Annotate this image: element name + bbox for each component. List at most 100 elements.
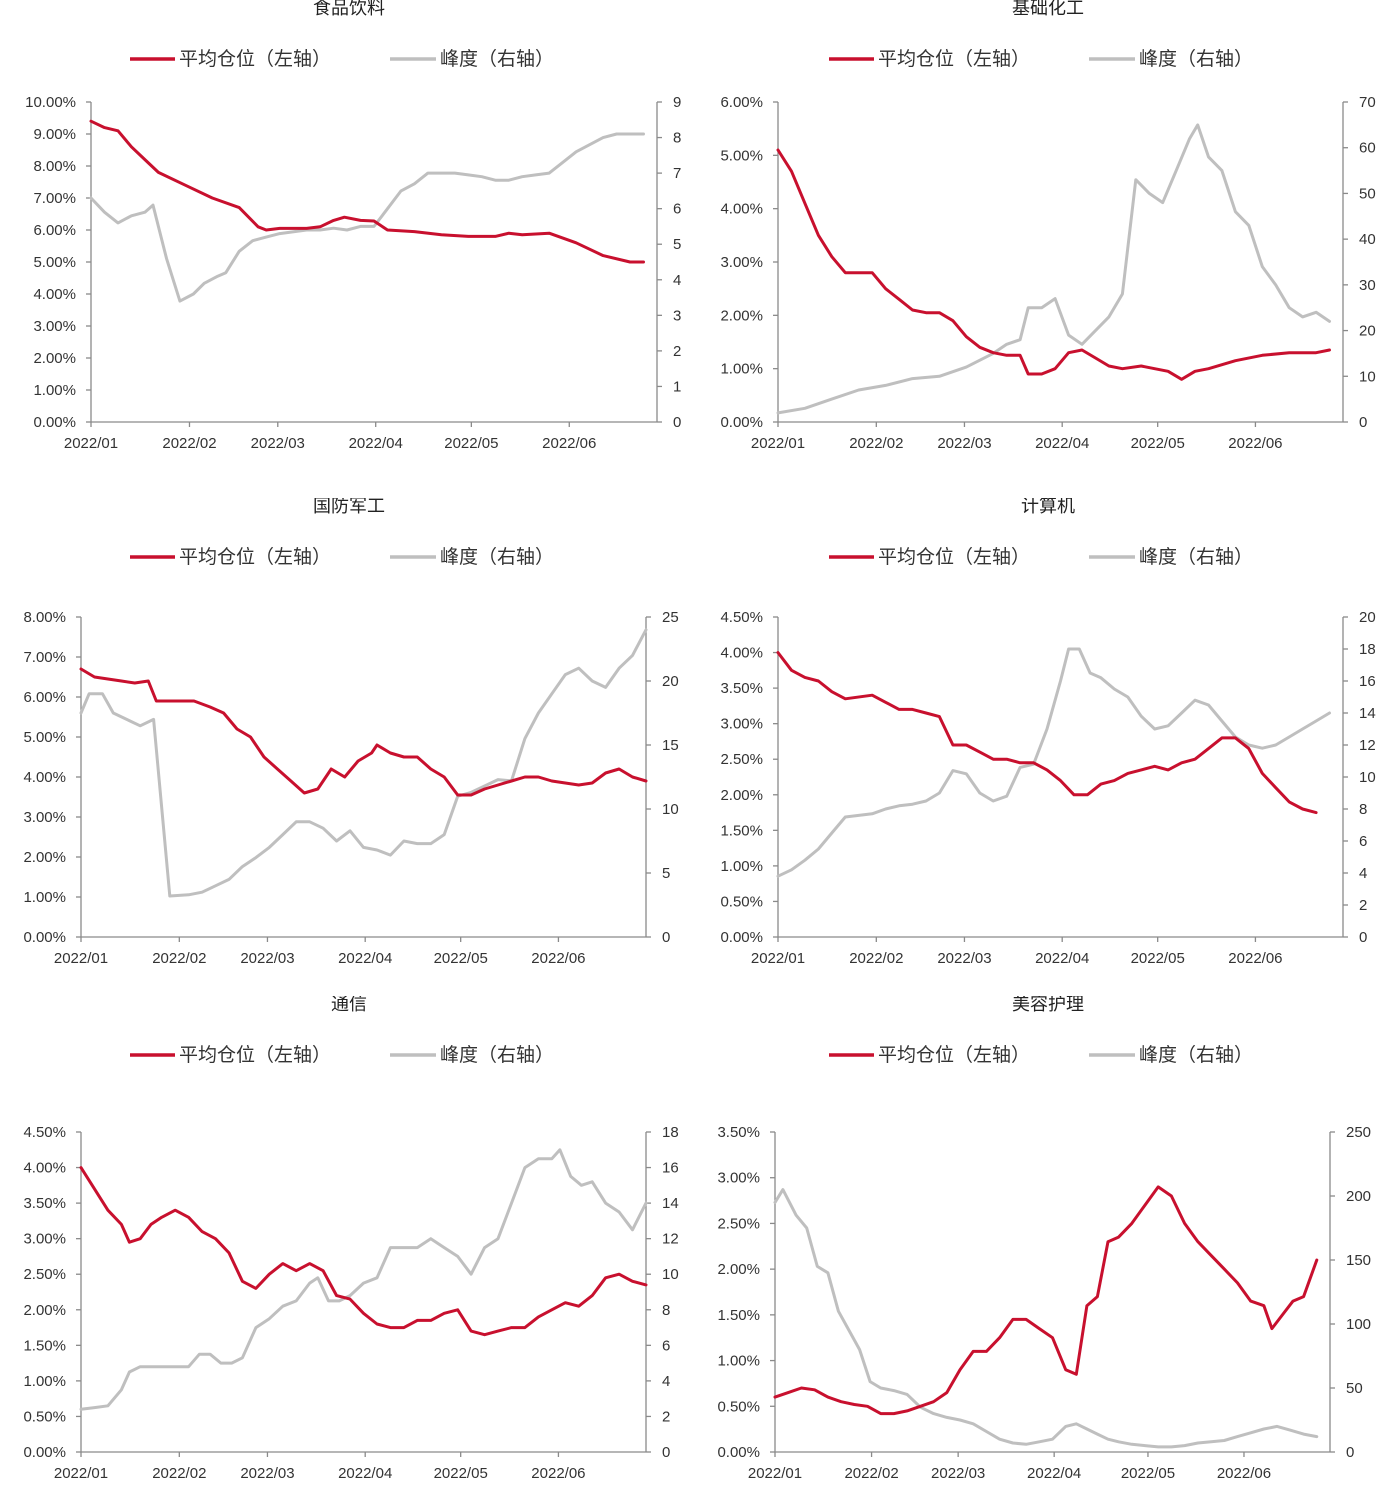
y-left-tick-label: 3.00% (720, 716, 763, 733)
chart-panel-telecom: 通信 平均仓位（左轴） 峰度（右轴） 0.00% 0.50% 1.00% 1.50% 2.00… (0, 996, 699, 1494)
y-left-tick-label: 0.00% (33, 414, 76, 431)
y-left-tick-label: 0.00% (720, 414, 763, 431)
y-right-tick-label: 0 (1359, 414, 1367, 431)
y-left-tick-label: 1.00% (33, 382, 76, 399)
chart-title: 基础化工 (1012, 0, 1084, 19)
x-tick-label: 2022/04 (1027, 1465, 1081, 1482)
y-left-tick-label: 4.00% (23, 1160, 66, 1177)
y-left-tick-label: 2.00% (33, 350, 76, 367)
chart-panel-beauty-care: 美容护理 平均仓位（左轴） 峰度（右轴） 0.00% 0.50% 1.00% 1.50% 2.… (699, 996, 1398, 1494)
y-right-tick-label: 8 (1359, 801, 1367, 818)
x-tick-label: 2022/01 (54, 950, 108, 967)
y-right-tick-label: 25 (662, 609, 679, 626)
legend-label-left: 平均仓位（左轴） (878, 48, 1030, 70)
y-left-tick-label: 0.00% (23, 929, 66, 946)
x-tick-label: 2022/05 (1121, 1465, 1175, 1482)
x-tick-label: 2022/05 (1131, 435, 1185, 452)
y-left-tick-label: 0.50% (23, 1408, 66, 1425)
y-right-tick-label: 18 (1359, 641, 1376, 658)
series-line-kurtosis (776, 647, 1331, 878)
legend-label-right: 峰度（右轴） (440, 1044, 554, 1066)
x-tick-label: 2022/02 (849, 950, 903, 967)
y-left-tick-label: 1.50% (23, 1337, 66, 1354)
x-tick-label: 2022/03 (240, 950, 294, 967)
y-right-tick-label: 20 (1359, 323, 1376, 340)
y-right-tick-label: 20 (1359, 609, 1376, 626)
y-right-tick-label: 4 (662, 1373, 670, 1390)
y-left-tick-label: 4.00% (720, 645, 763, 662)
x-tick-label: 2022/04 (1035, 950, 1089, 967)
x-tick-label: 2022/01 (751, 950, 805, 967)
chart-title: 国防军工 (313, 498, 385, 517)
y-left-tick-label: 5.00% (33, 254, 76, 271)
y-left-tick-label: 10.00% (25, 94, 76, 111)
y-left-tick-label: 3.00% (33, 318, 76, 335)
chart-title: 通信 (331, 996, 367, 1015)
legend-label-right: 峰度（右轴） (1139, 546, 1253, 568)
x-tick-label: 2022/02 (844, 1465, 898, 1482)
y-right-tick-label: 0 (662, 929, 670, 946)
x-tick-label: 2022/02 (162, 435, 216, 452)
chart-title: 食品饮料 (313, 0, 385, 19)
y-left-tick-label: 3.50% (720, 680, 763, 697)
y-right-tick-label: 2 (673, 343, 681, 360)
y-left-tick-label: 5.00% (720, 147, 763, 164)
y-right-tick-label: 15 (662, 737, 679, 754)
x-tick-label: 2022/03 (240, 1465, 294, 1482)
y-right-tick-label: 12 (1359, 737, 1376, 754)
chart-panel-basic-chemicals: 基础化工 平均仓位（左轴） 峰度（右轴） 0.00% 1.00% 2.00% 3.00% 4.… (699, 0, 1398, 498)
y-left-tick-label: 8.00% (23, 609, 66, 626)
y-left-tick-label: 1.50% (720, 822, 763, 839)
y-right-tick-label: 0 (1346, 1444, 1354, 1461)
y-left-tick-label: 4.00% (720, 201, 763, 218)
y-left-tick-label: 2.50% (23, 1266, 66, 1283)
y-left-tick-label: 2.00% (717, 1261, 760, 1278)
x-tick-label: 2022/05 (444, 435, 498, 452)
y-right-tick-label: 70 (1359, 94, 1376, 111)
y-right-tick-label: 50 (1359, 185, 1376, 202)
y-right-tick-label: 60 (1359, 140, 1376, 157)
y-left-tick-label: 7.00% (23, 649, 66, 666)
chart-panel-computers: 计算机 平均仓位（左轴） 峰度（右轴） 0.00% 0.50% 1.00% 1.50% 2.0… (699, 498, 1398, 996)
x-tick-label: 2022/04 (349, 435, 403, 452)
y-left-tick-label: 6.00% (23, 689, 66, 706)
y-left-tick-label: 3.00% (720, 254, 763, 271)
series-line-kurtosis (79, 628, 648, 898)
chart-title: 计算机 (1021, 498, 1075, 517)
series-line-average-position (776, 651, 1318, 815)
chart-panel-food-beverage: 食品饮料 平均仓位（左轴） 峰度（右轴） 0.00% 1.00% 2.00% 3.00% 4.… (0, 0, 699, 498)
y-right-tick-label: 10 (662, 1266, 679, 1283)
y-left-tick-label: 1.00% (23, 889, 66, 906)
y-left-tick-label: 4.00% (23, 769, 66, 786)
x-tick-label: 2022/06 (531, 1465, 585, 1482)
legend-label-left: 平均仓位（左轴） (179, 1044, 331, 1066)
y-right-tick-label: 0 (1359, 929, 1367, 946)
y-left-tick-label: 0.00% (720, 929, 763, 946)
x-tick-label: 2022/03 (937, 950, 991, 967)
y-left-tick-label: 0.50% (720, 893, 763, 910)
series-line-kurtosis (79, 1148, 648, 1411)
legend-label-left: 平均仓位（左轴） (179, 546, 331, 568)
y-right-tick-label: 250 (1346, 1124, 1371, 1141)
y-left-tick-label: 0.00% (717, 1444, 760, 1461)
legend-label-right: 峰度（右轴） (1139, 48, 1253, 70)
x-tick-label: 2022/05 (434, 950, 488, 967)
x-tick-label: 2022/06 (1228, 950, 1282, 967)
y-right-tick-label: 8 (662, 1302, 670, 1319)
y-right-tick-label: 8 (673, 130, 681, 147)
y-right-tick-label: 100 (1346, 1316, 1371, 1333)
y-right-tick-label: 10 (662, 801, 679, 818)
y-right-tick-label: 7 (673, 165, 681, 182)
y-left-tick-label: 3.00% (23, 1231, 66, 1248)
y-left-tick-label: 4.50% (23, 1124, 66, 1141)
y-right-tick-label: 9 (673, 94, 681, 111)
series-line-average-position (79, 1166, 648, 1337)
series-line-average-position (773, 1185, 1319, 1416)
y-right-tick-label: 50 (1346, 1380, 1363, 1397)
y-right-tick-label: 16 (1359, 673, 1376, 690)
y-right-tick-label: 4 (673, 272, 681, 289)
x-tick-label: 2022/06 (542, 435, 596, 452)
